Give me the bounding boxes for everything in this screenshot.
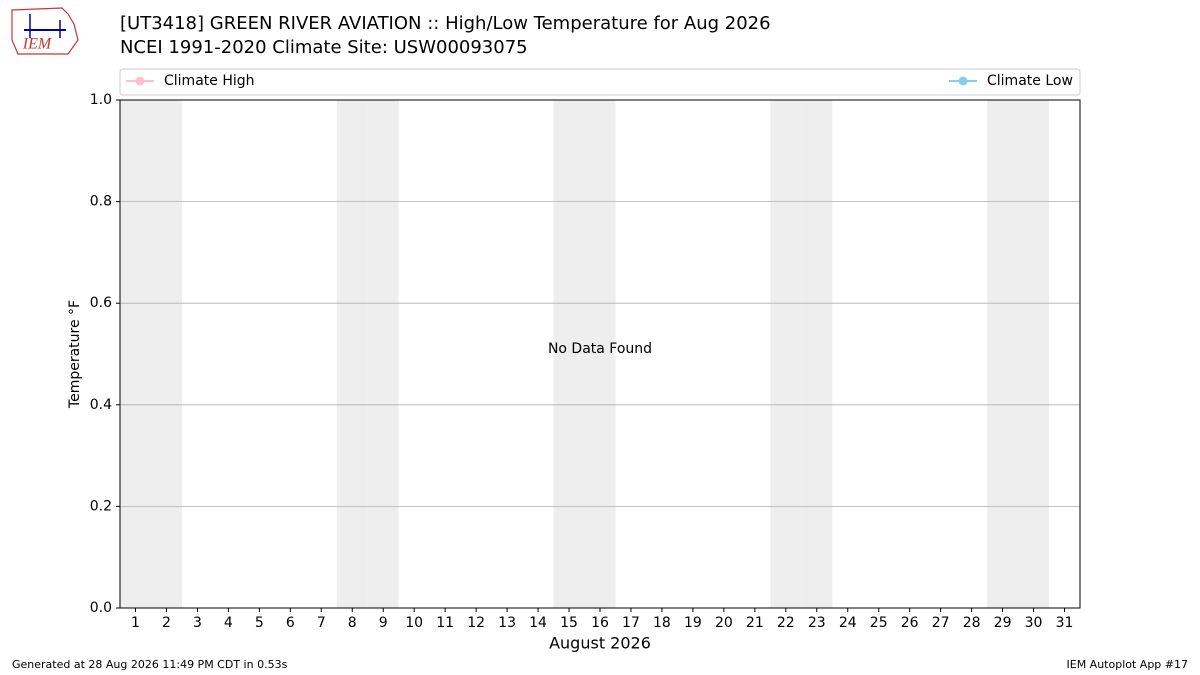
logo: IEM [11,7,79,55]
weekend-band [367,100,399,608]
footer-left: Generated at 28 Aug 2026 11:49 PM CDT in… [12,658,288,671]
weekend-band [150,100,182,608]
x-tick-label: 14 [529,615,547,631]
x-tick-label: 27 [932,615,950,631]
y-tick-label: 0.8 [90,194,112,210]
y-tick-label: 0.6 [90,295,112,311]
x-tick-label: 19 [684,615,702,631]
y-axis-label: Temperature °F [67,300,83,409]
y-tick-label: 0.0 [90,600,112,616]
x-tick-label: 23 [808,615,826,631]
x-tick-label: 24 [839,615,857,631]
x-tick-label: 11 [436,615,454,631]
x-tick-label: 22 [777,615,795,631]
legend-box [119,68,1081,96]
chart-subtitle: NCEI 1991-2020 Climate Site: USW00093075 [120,37,528,58]
x-tick-label: 31 [1056,615,1074,631]
weekend-band [553,100,585,608]
x-tick-label: 17 [622,615,640,631]
weekend-band [120,100,151,608]
weekend-band [987,100,1019,608]
x-tick-label: 18 [653,615,671,631]
x-tick-label: 21 [746,615,764,631]
weekend-band [336,100,368,608]
x-tick-label: 16 [591,615,609,631]
x-tick-label: 10 [405,615,423,631]
x-tick-label: 29 [994,615,1012,631]
legend-marker [135,76,145,86]
weekend-band [801,100,833,608]
x-tick-label: 28 [963,615,981,631]
y-tick-label: 1.0 [90,92,112,108]
logo-text: IEM [22,36,53,53]
x-tick-label: 5 [255,615,264,631]
annotation: No Data Found [548,341,652,357]
weekend-band [1018,100,1050,608]
x-tick-label: 30 [1025,615,1043,631]
x-axis-label: August 2026 [549,634,651,653]
x-tick-label: 3 [193,615,202,631]
x-tick-label: 25 [870,615,888,631]
x-tick-label: 13 [498,615,516,631]
y-tick-label: 0.4 [90,397,112,413]
x-tick-label: 9 [379,615,388,631]
legend-label: Climate High [164,73,255,89]
x-tick-label: 6 [286,615,295,631]
x-tick-label: 8 [348,615,357,631]
plot-frame [119,99,1081,609]
legend-label: Climate Low [987,73,1073,89]
x-tick-label: 15 [560,615,578,631]
x-tick-label: 4 [224,615,233,631]
x-tick-label: 7 [317,615,326,631]
x-tick-label: 2 [162,615,171,631]
x-tick-label: 26 [901,615,919,631]
x-tick-label: 12 [467,615,485,631]
x-tick-label: 1 [131,615,140,631]
footer-right: IEM Autoplot App #17 [1067,658,1189,671]
chart-title: [UT3418] GREEN RIVER AVIATION :: High/Lo… [120,13,771,34]
x-tick-label: 20 [715,615,733,631]
weekend-band [770,100,802,608]
weekend-band [584,100,616,608]
legend-marker [958,76,968,86]
y-tick-label: 0.2 [90,498,112,514]
